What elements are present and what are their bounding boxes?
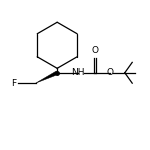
Text: O: O [106, 68, 113, 77]
Text: NH: NH [71, 68, 85, 77]
Polygon shape [36, 71, 58, 83]
Text: O: O [92, 46, 99, 55]
Text: F: F [11, 79, 16, 88]
